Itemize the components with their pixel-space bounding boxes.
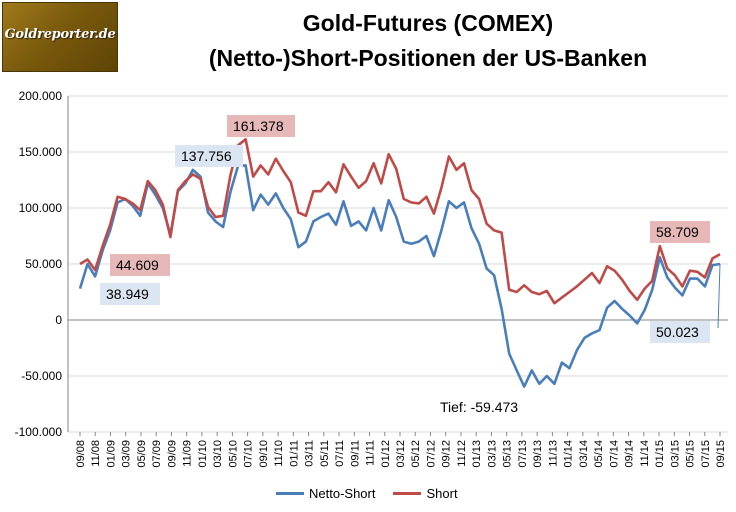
- x-tick-label: 07/12: [425, 440, 437, 468]
- y-tick-label: 0: [55, 313, 62, 327]
- annotation-netto-peak-text: 137.756: [181, 148, 232, 164]
- x-tick-label: 11/10: [273, 440, 285, 467]
- annotation-netto-end-text: 50.023: [656, 324, 699, 340]
- x-tick-label: 11/13: [547, 440, 559, 467]
- y-tick-label: 100.000: [19, 201, 63, 215]
- legend-item-short: Short: [393, 486, 458, 501]
- x-tick-label: 11/11: [365, 440, 377, 466]
- y-tick-label: 150.000: [19, 145, 63, 159]
- annotation-netto-start: 38.949: [100, 283, 160, 305]
- chart-title-line1: Gold-Futures (COMEX): [302, 10, 554, 36]
- x-tick-label: 03/15: [669, 440, 681, 468]
- annotation-netto-start-text: 38.949: [106, 286, 149, 302]
- annotation-low: Tief: -59.473: [440, 399, 518, 415]
- annotation-short-end-text: 58.709: [656, 224, 699, 240]
- x-tick-label: 11/12: [456, 440, 468, 467]
- annotation-short-start: 44.609: [110, 254, 170, 276]
- y-tick-label: 50.000: [25, 257, 62, 271]
- legend-label-short: Short: [426, 486, 458, 501]
- annotation-netto-start-box: [100, 283, 160, 305]
- x-tick-label: 05/15: [685, 440, 697, 468]
- x-tick-label: 09/15: [715, 440, 727, 468]
- x-tick-label: 03/14: [578, 440, 590, 468]
- x-tick-label: 09/09: [166, 440, 178, 468]
- x-tick-label: 09/14: [624, 440, 636, 468]
- x-tick-label: 05/11: [319, 440, 331, 467]
- annotation-netto-end-leader: [717, 263, 721, 329]
- annotation-netto-peak: 137.756: [175, 145, 243, 167]
- annotation-short-start-text: 44.609: [116, 257, 159, 273]
- x-tick-label: 05/13: [502, 440, 514, 468]
- x-tick-label: 03/12: [395, 440, 407, 468]
- x-tick-label: 09/13: [532, 440, 544, 468]
- annotation-netto-end-box: [650, 321, 710, 343]
- x-tick-label: 11/14: [639, 440, 651, 467]
- x-tick-label: 03/13: [486, 440, 498, 468]
- x-tick-label: 03/11: [304, 440, 316, 467]
- y-tick-label: -50.000: [21, 369, 62, 383]
- legend: Netto-Short Short: [276, 486, 458, 501]
- x-tick-label: 09/11: [349, 440, 361, 467]
- x-tick-label: 01/10: [197, 440, 209, 468]
- y-tick-label: -100.000: [15, 425, 63, 439]
- x-tick-label: 07/10: [243, 440, 255, 468]
- x-tick-label: 11/09: [182, 440, 194, 467]
- series-line-short: [79, 138, 721, 305]
- x-tick-label: 07/15: [700, 440, 712, 468]
- x-tick-label: 11/08: [90, 440, 102, 467]
- x-tick-label: 09/10: [258, 440, 270, 468]
- legend-item-netto-short: Netto-Short: [276, 486, 375, 501]
- annotation-short-end: 58.709: [650, 221, 710, 243]
- annotation-short-peak-text: 161.378: [233, 118, 284, 134]
- legend-swatch-short: [393, 492, 422, 495]
- x-tick-label: 05/10: [227, 440, 239, 468]
- x-tick-label: 07/09: [151, 440, 163, 468]
- annotation-short-start-box: [110, 254, 170, 276]
- x-tick-label: 01/15: [654, 440, 666, 468]
- x-tick-label: 07/13: [517, 440, 529, 468]
- x-tick-label: 03/09: [121, 440, 133, 468]
- x-tick-label: 07/11: [334, 440, 346, 467]
- annotation-short-end-box: [650, 221, 710, 243]
- x-tick-label: 09/08: [75, 440, 87, 468]
- goldreporter-logo: Goldreporter.de: [2, 2, 118, 72]
- x-tick-label: 09/12: [441, 440, 453, 468]
- annotation-netto-peak-box: [175, 145, 243, 167]
- x-tick-label: 01/12: [380, 440, 392, 468]
- logo-text: Goldreporter.de: [4, 27, 116, 42]
- legend-swatch-netto-short: [276, 492, 304, 495]
- x-tick-label: 03/10: [212, 440, 224, 468]
- x-tick-label: 05/14: [593, 440, 605, 468]
- annotation-short-peak-box: [227, 115, 295, 137]
- chart-title-line2: (Netto-)Short-Positionen der US-Banken: [208, 45, 648, 71]
- x-tick-label: 01/13: [471, 440, 483, 468]
- x-tick-label: 01/11: [288, 440, 300, 467]
- annotation-low-text: Tief: -59.473: [440, 399, 518, 415]
- x-tick-label: 05/12: [410, 440, 422, 468]
- annotation-short-peak: 161.378: [227, 115, 295, 137]
- annotation-netto-end: 50.023: [650, 321, 710, 343]
- x-tick-label: 07/14: [608, 440, 620, 468]
- x-tick-label: 01/14: [563, 440, 575, 468]
- legend-label-netto-short: Netto-Short: [309, 486, 376, 501]
- x-tick-label: 05/09: [136, 440, 148, 468]
- x-tick-label: 01/09: [105, 440, 117, 468]
- y-tick-label: 200.000: [19, 89, 63, 103]
